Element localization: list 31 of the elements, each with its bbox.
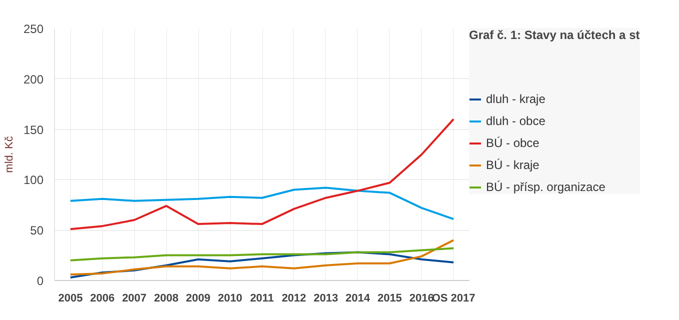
y-tick-label: 100 xyxy=(23,173,44,188)
line-series xyxy=(69,239,455,276)
y-tick-label: 0 xyxy=(36,274,44,288)
x-tick-label: 2005 xyxy=(58,292,83,304)
x-tick-label: 2015 xyxy=(377,292,402,304)
line-series xyxy=(69,247,455,262)
y-tick-label: 200 xyxy=(23,72,44,86)
x-tick-label: 2011 xyxy=(250,292,274,304)
line-series xyxy=(69,118,455,230)
legend-label: BÚ - kraje xyxy=(486,158,540,172)
x-tick-label: 2006 xyxy=(90,292,115,304)
legend-label: dluh - kraje xyxy=(486,92,546,106)
y-tick-label: 250 xyxy=(23,22,44,36)
x-tick-label: 2007 xyxy=(122,292,147,304)
x-tick-label: 2008 xyxy=(154,292,178,304)
legend-label: BÚ - obce xyxy=(486,136,540,150)
x-tick-label: 2010 xyxy=(218,292,242,304)
line-series xyxy=(69,251,455,278)
x-tick-label: 2013 xyxy=(314,292,338,304)
y-tick-label: 50 xyxy=(30,224,44,238)
y-tick-label: 150 xyxy=(23,122,44,137)
x-tick-label: 2014 xyxy=(346,292,371,304)
legend-label: BÚ - přísp. organizace xyxy=(486,180,606,194)
x-tick-label: 2016 xyxy=(409,292,434,304)
legend-label: dluh - obce xyxy=(486,114,546,128)
y-axis-title: mld. Kč xyxy=(3,136,16,173)
x-tick-label: OS 2017 xyxy=(432,292,476,304)
x-tick-label: 2009 xyxy=(186,292,210,304)
line-series xyxy=(69,186,455,220)
text: Graf č. 1: Stavy na účtech a st xyxy=(469,28,640,42)
x-tick-label: 2012 xyxy=(282,292,306,304)
